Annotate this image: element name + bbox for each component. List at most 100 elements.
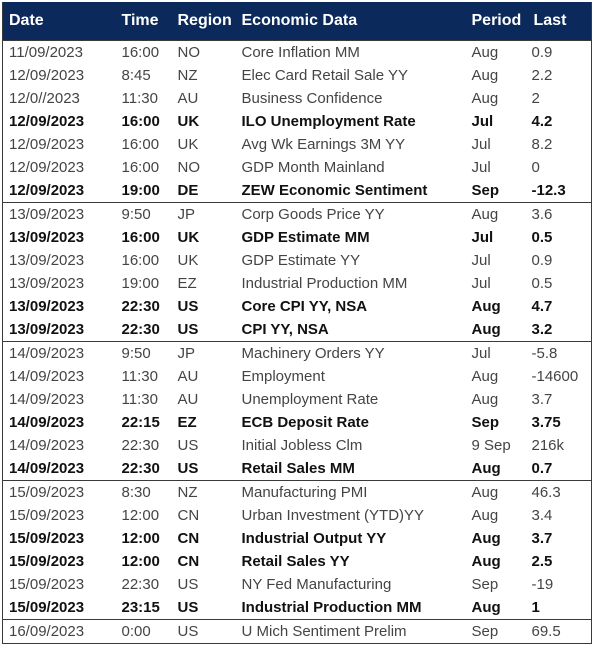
cell-time: 8:30: [115, 479, 172, 504]
cell-last: 3.4: [531, 506, 553, 524]
cell-last: -12.3: [531, 181, 566, 199]
cell-period: Aug: [471, 367, 499, 385]
cell-region: NO: [171, 39, 236, 64]
cell-date: 14/09/2023: [9, 367, 85, 385]
cell-period: Aug: [471, 598, 501, 616]
cell-time: 9:50: [115, 340, 172, 365]
cell-time: 22:30: [121, 459, 160, 477]
cell-period: Jul: [471, 251, 491, 269]
cell-economic-data: CPI YY, NSA: [241, 320, 329, 338]
cell-period: Sep: [471, 575, 499, 593]
cell-economic-data: Unemployment Rate: [241, 390, 379, 408]
table-row: 14/09/2023 22:30 US Retail Sales MM Aug 0.7: [3, 457, 592, 481]
cell-date: 12/09/2023: [9, 66, 85, 84]
table-row: 15/09/2023 12:00 CN Industrial Output YY Aug…: [3, 527, 592, 550]
cell-last: 8.2: [531, 135, 553, 153]
cell-date: 16/09/2023: [2, 618, 116, 643]
table-row: 15/09/2023 12:00 CN Urban Investment (YTD)Y…: [3, 504, 592, 527]
cell-date: 12/09/2023: [9, 181, 85, 199]
cell-last: 3.6: [527, 201, 592, 226]
cell-period: Aug: [471, 66, 499, 84]
table-row: 14/09/2023 11:30 AU Employment Aug -14600: [3, 365, 592, 388]
table-row: 12/09/2023 16:00 UK ILO Unemployment Rate Ju…: [3, 110, 592, 133]
cell-time: 22:30: [121, 297, 160, 315]
table-row: 11/09/2023 16:00 NO Core Inflation MM Aug 0.9: [2, 39, 592, 64]
cell-region: UK: [177, 251, 199, 269]
cell-region: US: [171, 618, 236, 643]
cell-last: 0: [531, 158, 540, 176]
cell-date: 15/09/2023: [9, 575, 85, 593]
table-row: 15/09/2023 23:15 US Industrial Production M…: [3, 596, 592, 620]
cell-period: Aug: [471, 459, 501, 477]
cell-economic-data: NY Fed Manufacturing: [241, 575, 392, 593]
cell-period: Sep: [465, 618, 528, 643]
cell-last: 4.2: [531, 112, 553, 130]
header-row: Date Time Region Economic Data Period La…: [2, 2, 592, 40]
cell-period: Jul: [471, 135, 491, 153]
cell-economic-data: Employment: [241, 367, 325, 385]
cell-economic-data: GDP Estimate YY: [241, 251, 361, 269]
table-row: 16/09/2023 0:00 US U Mich Sentiment Prelim S…: [2, 618, 592, 643]
cell-last: 2.5: [531, 552, 553, 570]
table-row: 13/09/2023 22:30 US CPI YY, NSA Aug 3.2: [3, 318, 592, 342]
cell-period: Jul: [465, 340, 528, 365]
cell-time: 22:30: [121, 436, 160, 454]
cell-region: US: [177, 297, 199, 315]
cell-period: 9 Sep: [471, 436, 511, 454]
cell-economic-data: Business Confidence: [241, 89, 383, 107]
cell-last: 0.5: [531, 228, 553, 246]
cell-date: 15/09/2023: [9, 529, 85, 547]
cell-region: UK: [177, 135, 199, 153]
cell-economic-data: Urban Investment (YTD)YY: [241, 506, 425, 524]
cell-period: Jul: [471, 158, 491, 176]
cell-period: Sep: [471, 413, 500, 431]
table-row: 13/09/2023 9:50 JP Corp Goods Price YY Aug 3.…: [2, 201, 592, 226]
cell-date: 13/09/2023: [9, 274, 85, 292]
cell-last: 3.75: [531, 413, 561, 431]
cell-region: US: [177, 436, 199, 454]
cell-economic-data: Industrial Output YY: [241, 529, 387, 547]
cell-time: 19:00: [121, 274, 160, 292]
table-row: 14/09/2023 9:50 JP Machinery Orders YY Jul -5…: [2, 340, 592, 365]
cell-period: Aug: [465, 201, 528, 226]
cell-period: Aug: [471, 390, 499, 408]
cell-last: 0.9: [527, 39, 592, 64]
table-row: 14/09/2023 11:30 AU Unemployment Rate Aug 3.7: [3, 388, 592, 411]
cell-date: 14/09/2023: [9, 459, 85, 477]
cell-period: Aug: [471, 529, 501, 547]
table-row: 13/09/2023 16:00 UK GDP Estimate YY Jul 0.9: [3, 249, 592, 272]
cell-date: 13/09/2023: [9, 228, 85, 246]
header-last: Last: [533, 11, 567, 29]
cell-period: Aug: [471, 89, 499, 107]
cell-time: 22:30: [121, 320, 160, 338]
cell-economic-data: Elec Card Retail Sale YY: [241, 66, 408, 84]
cell-last: 3.7: [531, 529, 553, 547]
cell-last: 3.2: [531, 320, 553, 338]
cell-economic-data: Manufacturing PMI: [235, 479, 466, 504]
cell-region: CN: [177, 529, 200, 547]
cell-time: 11:30: [121, 390, 158, 408]
cell-period: Aug: [465, 39, 528, 64]
cell-economic-data: ILO Unemployment Rate: [241, 112, 416, 130]
header-time: Time: [121, 11, 159, 29]
cell-date: 15/09/2023: [9, 506, 85, 524]
cell-date: 13/09/2023: [2, 201, 116, 226]
economic-calendar-table: Date Time Region Economic Data Period La…: [2, 2, 592, 644]
cell-time: 16:00: [115, 39, 172, 64]
header-period: Period: [471, 11, 522, 29]
cell-date: 12/09/2023: [9, 135, 85, 153]
table-row: 14/09/2023 22:15 EZ ECB Deposit Rate Sep 3.75: [3, 411, 592, 434]
cell-period: Aug: [471, 552, 501, 570]
cell-time: 22:30: [121, 575, 160, 593]
cell-date: 13/09/2023: [9, 320, 85, 338]
cell-region: DE: [177, 181, 199, 199]
cell-date: 14/09/2023: [9, 413, 85, 431]
cell-economic-data: Industrial Production MM: [241, 598, 422, 616]
cell-economic-data: Corp Goods Price YY: [235, 201, 466, 226]
cell-last: 2.2: [531, 66, 553, 84]
cell-time: 8:45: [121, 66, 151, 84]
table-body: 11/09/2023 16:00 NO Core Inflation MM Aug 0.9…: [2, 39, 592, 643]
cell-date: 14/09/2023: [2, 340, 116, 365]
cell-time: 12:00: [121, 529, 160, 547]
cell-date: 12/09/2023: [9, 158, 85, 176]
